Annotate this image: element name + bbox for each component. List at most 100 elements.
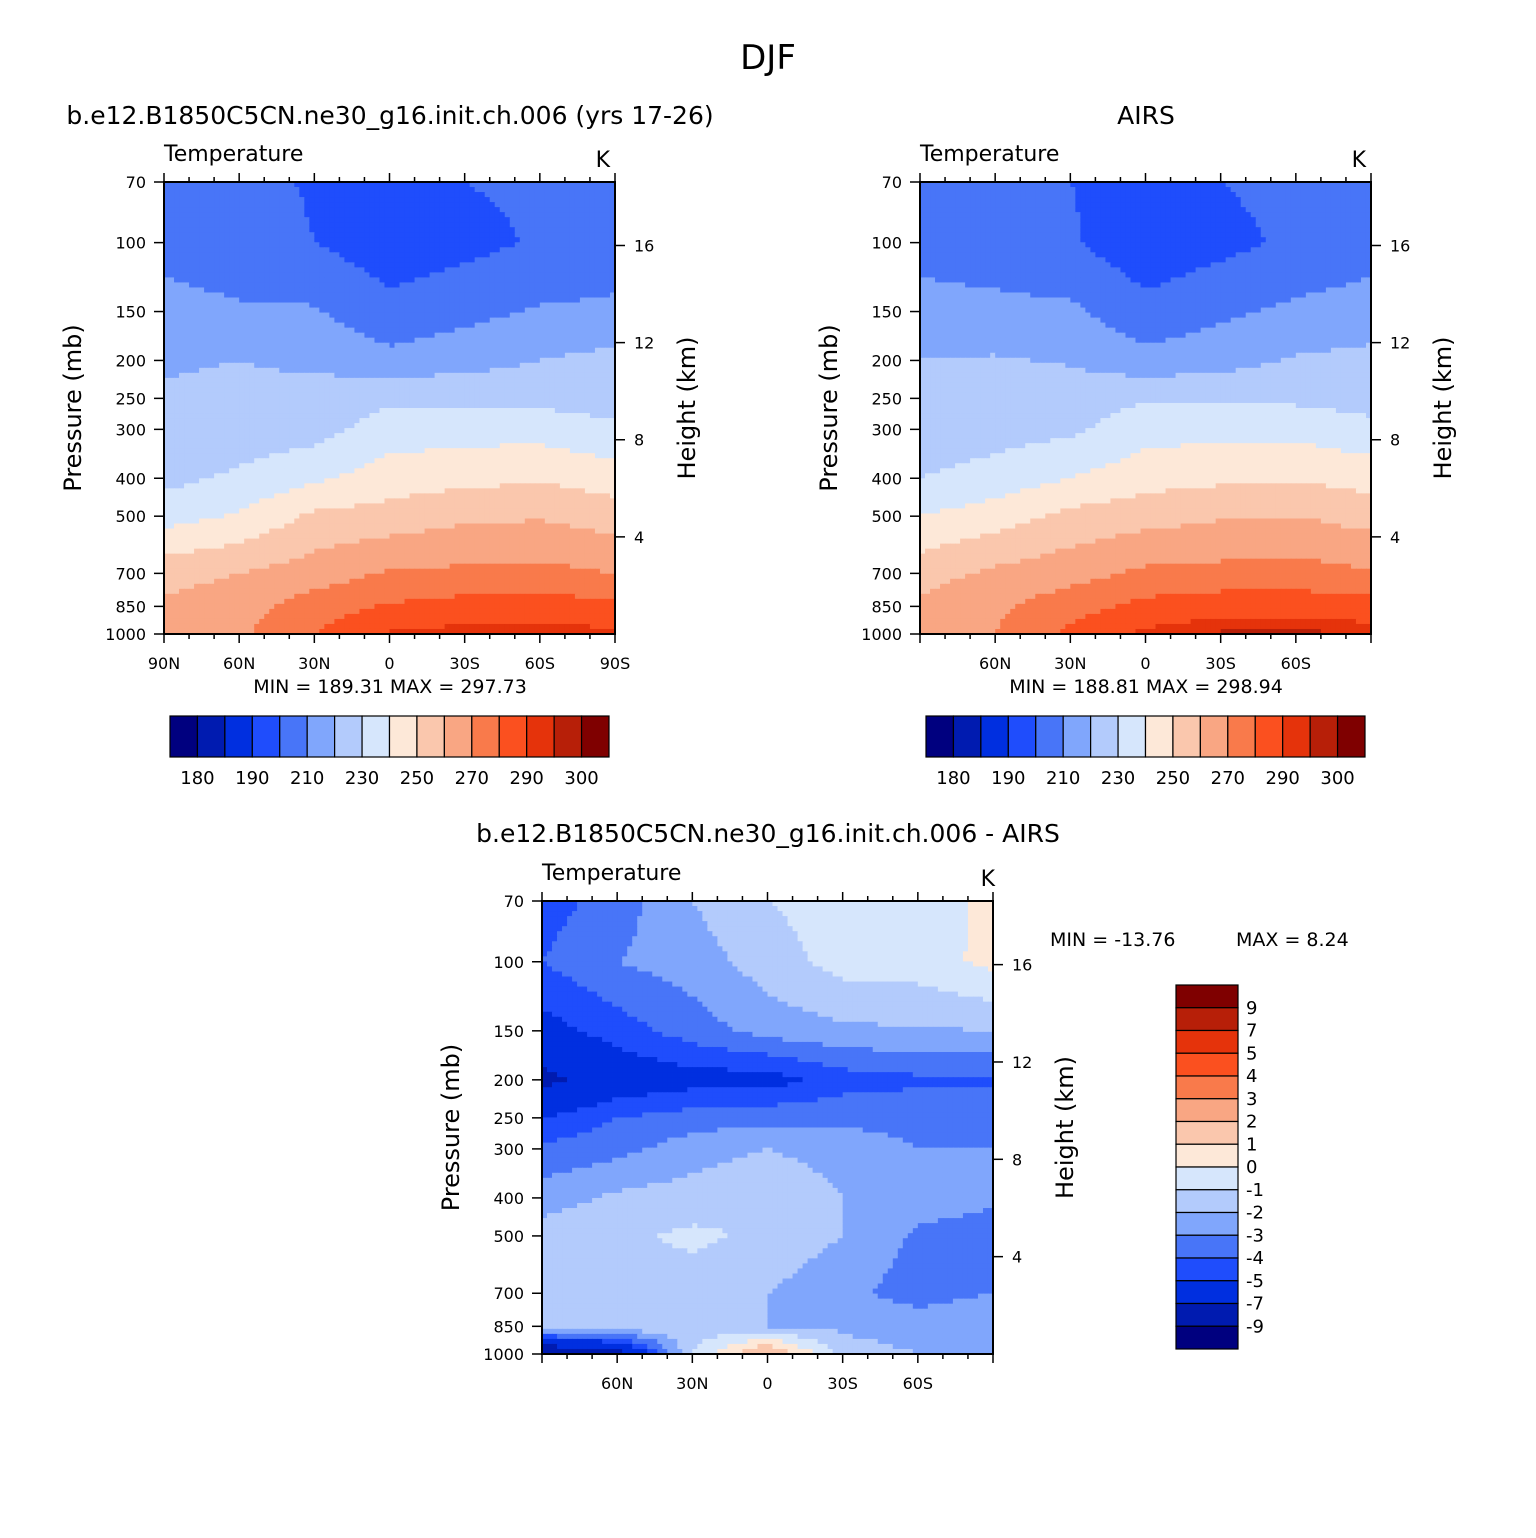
- heatmap-cell: [404, 227, 411, 233]
- heatmap-cell: [599, 317, 606, 324]
- heatmap-cell: [339, 443, 345, 449]
- heatmap-cell: [264, 337, 270, 344]
- heatmap-cell: [354, 202, 361, 208]
- heatmap-cell: [529, 413, 536, 419]
- heatmap-cell: [564, 297, 571, 304]
- heatmap-cell: [314, 382, 320, 389]
- heatmap-cell: [189, 217, 195, 223]
- heatmap-cell: [584, 252, 591, 258]
- heatmap-cell: [329, 282, 335, 289]
- heatmap-cell: [444, 202, 451, 208]
- heatmap-cell: [419, 433, 426, 439]
- heatmap-cell: [534, 347, 541, 354]
- heatmap-cell: [409, 443, 416, 449]
- heatmap-cell: [374, 272, 381, 279]
- heatmap-cell: [284, 197, 290, 203]
- heatmap-cell: [524, 438, 531, 444]
- heatmap-cell: [414, 312, 421, 319]
- heatmap-cell: [454, 292, 461, 299]
- heatmap-cell: [374, 312, 381, 319]
- heatmap-cell: [569, 232, 576, 238]
- heatmap-cell: [414, 367, 421, 374]
- heatmap-cell: [474, 262, 481, 268]
- heatmap-cell: [604, 433, 611, 439]
- heatmap-cell: [284, 292, 290, 299]
- heatmap-cell: [539, 272, 546, 279]
- heatmap-cell: [429, 408, 436, 414]
- heatmap-cell: [409, 312, 416, 319]
- heatmap-cell: [229, 418, 235, 424]
- heatmap-cell: [594, 282, 601, 289]
- heatmap-cell: [354, 287, 361, 294]
- heatmap-cell: [164, 443, 170, 449]
- heatmap-cell: [484, 438, 491, 444]
- heatmap-cell: [224, 372, 230, 379]
- heatmap-cell: [544, 372, 551, 379]
- heatmap-cell: [229, 282, 235, 289]
- heatmap-cell: [519, 433, 526, 439]
- heatmap-cell: [444, 317, 451, 324]
- heatmap-cell: [414, 438, 421, 444]
- heatmap-cell: [304, 307, 310, 314]
- heatmap-cell: [404, 187, 411, 193]
- heatmap-cell: [354, 207, 361, 213]
- heatmap-cell: [474, 227, 481, 233]
- heatmap-cell: [509, 292, 516, 299]
- heatmap-cell: [519, 327, 526, 334]
- heatmap-cell: [539, 247, 546, 253]
- heatmap-cell: [404, 357, 411, 364]
- heatmap-cell: [569, 302, 576, 309]
- heatmap-cell: [249, 418, 255, 424]
- heatmap-cell: [479, 377, 486, 384]
- heatmap-cell: [409, 332, 416, 339]
- heatmap-cell: [494, 267, 501, 273]
- heatmap-cell: [359, 372, 366, 379]
- heatmap-cell: [469, 272, 476, 279]
- heatmap-cell: [179, 262, 185, 268]
- heatmap-cell: [199, 453, 205, 459]
- heatmap-cell: [314, 217, 320, 223]
- heatmap-cell: [424, 242, 431, 248]
- heatmap-cell: [284, 237, 290, 243]
- heatmap-cell: [199, 202, 205, 208]
- heatmap-cell: [539, 347, 546, 354]
- heatmap-cell: [204, 307, 210, 314]
- heatmap-cell: [219, 387, 225, 394]
- heatmap-cell: [439, 272, 446, 279]
- heatmap-cell: [509, 302, 516, 309]
- heatmap-cell: [469, 418, 476, 424]
- heatmap-cell: [534, 187, 541, 193]
- heatmap-cell: [389, 187, 396, 193]
- heatmap-cell: [434, 242, 441, 248]
- heatmap-cell: [389, 332, 396, 339]
- heatmap-cell: [254, 357, 260, 364]
- heatmap-cell: [539, 387, 546, 394]
- heatmap-cell: [604, 322, 611, 329]
- heatmap-cell: [344, 222, 351, 228]
- heatmap-cell: [564, 277, 571, 284]
- heatmap-cell: [284, 362, 290, 369]
- heatmap-cell: [384, 247, 391, 253]
- heatmap-cell: [289, 362, 295, 369]
- heatmap-cell: [414, 272, 421, 279]
- heatmap-cell: [389, 392, 396, 399]
- heatmap-cell: [419, 362, 426, 369]
- heatmap-cell: [464, 413, 471, 419]
- heatmap-cell: [459, 292, 466, 299]
- heatmap-cell: [399, 357, 406, 364]
- heatmap-cell: [194, 433, 200, 439]
- heatmap-cell: [574, 362, 581, 369]
- heatmap-cell: [409, 387, 416, 394]
- heatmap-cell: [209, 377, 215, 384]
- heatmap-cell: [609, 367, 615, 374]
- heatmap-cell: [249, 247, 255, 253]
- heatmap-cell: [404, 327, 411, 334]
- heatmap-cell: [279, 397, 285, 404]
- heatmap-cell: [164, 227, 170, 233]
- heatmap-cell: [434, 237, 441, 243]
- heatmap-cell: [339, 237, 345, 243]
- heatmap-cell: [239, 322, 245, 329]
- heatmap-cell: [254, 267, 260, 273]
- heatmap-cell: [174, 362, 180, 369]
- heatmap-cell: [459, 428, 466, 434]
